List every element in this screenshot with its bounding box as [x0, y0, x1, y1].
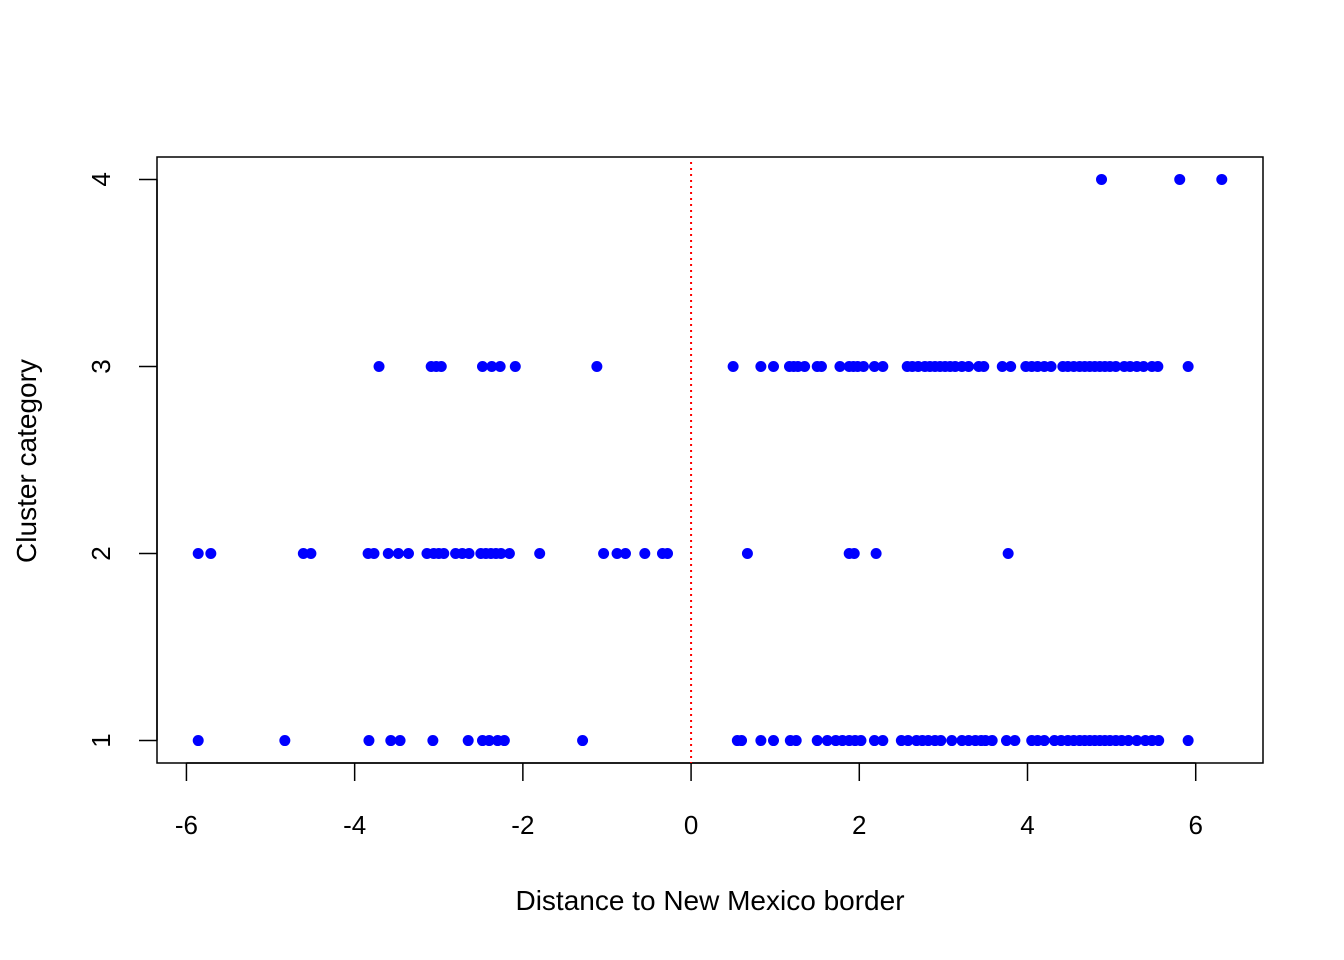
x-tick-label: 6	[1188, 810, 1202, 840]
data-point	[427, 735, 439, 747]
y-tick-label: 4	[86, 172, 116, 186]
data-point	[363, 735, 375, 747]
data-point	[1002, 548, 1014, 560]
data-point	[946, 735, 958, 747]
data-point	[476, 360, 488, 372]
data-point	[755, 360, 767, 372]
x-tick-label: -6	[175, 810, 198, 840]
data-point	[1000, 735, 1012, 747]
x-tick-label: -2	[511, 810, 534, 840]
data-point	[503, 548, 515, 560]
data-point	[534, 548, 546, 560]
data-point	[868, 735, 880, 747]
data-point	[1138, 360, 1150, 372]
data-point	[935, 735, 947, 747]
data-point	[1131, 735, 1143, 747]
data-point	[494, 360, 506, 372]
data-point	[978, 360, 990, 372]
data-point	[619, 548, 631, 560]
data-point	[598, 548, 610, 560]
data-point	[373, 360, 385, 372]
data-point	[736, 735, 748, 747]
data-point	[1005, 360, 1017, 372]
data-point	[435, 360, 447, 372]
data-point	[611, 548, 623, 560]
data-point	[834, 360, 846, 372]
data-point	[368, 548, 380, 560]
x-tick-label: 4	[1020, 810, 1034, 840]
data-point	[857, 360, 869, 372]
data-point	[811, 735, 823, 747]
data-point	[463, 548, 475, 560]
x-tick-label: 2	[852, 810, 866, 840]
x-tick-label: 0	[684, 810, 698, 840]
x-axis: -6 -4 -2 0 2 4 6	[175, 762, 1203, 840]
data-point	[392, 548, 404, 560]
data-point	[1182, 735, 1194, 747]
data-point	[192, 735, 204, 747]
y-axis-label: Cluster category	[11, 359, 42, 563]
data-point	[855, 735, 867, 747]
data-point	[495, 548, 507, 560]
data-point	[986, 735, 998, 747]
data-point	[438, 548, 450, 560]
data-point	[205, 548, 217, 560]
data-point	[821, 735, 833, 747]
data-point	[1038, 735, 1050, 747]
data-point	[848, 548, 860, 560]
y-tick-label: 2	[86, 546, 116, 560]
data-point	[741, 548, 753, 560]
data-point	[279, 735, 291, 747]
data-point	[996, 360, 1008, 372]
data-point	[509, 360, 521, 372]
data-point	[877, 735, 889, 747]
points-layer	[192, 173, 1228, 747]
y-tick-label: 1	[86, 733, 116, 747]
data-point	[382, 548, 394, 560]
data-point	[591, 360, 603, 372]
data-point	[1153, 735, 1165, 747]
data-point	[1110, 360, 1122, 372]
data-point	[192, 548, 204, 560]
y-tick-label: 3	[86, 359, 116, 373]
data-point	[1182, 360, 1194, 372]
plot-frame	[156, 156, 1264, 764]
data-point	[1152, 360, 1164, 372]
data-point	[385, 735, 397, 747]
y-axis: 1 2 3 4	[86, 172, 158, 748]
data-point	[755, 735, 767, 747]
data-point	[305, 548, 317, 560]
data-point	[877, 360, 889, 372]
data-point	[963, 360, 975, 372]
data-point	[790, 735, 802, 747]
data-point	[1009, 735, 1021, 747]
data-point	[662, 548, 674, 560]
data-point	[868, 360, 880, 372]
data-point	[768, 360, 780, 372]
x-axis-label: Distance to New Mexico border	[515, 885, 904, 916]
data-point	[394, 735, 406, 747]
data-point	[815, 360, 827, 372]
data-point	[1045, 360, 1057, 372]
data-point	[577, 735, 589, 747]
data-point	[1122, 735, 1134, 747]
data-point	[639, 548, 651, 560]
data-point	[768, 735, 780, 747]
data-point	[483, 735, 495, 747]
data-point	[1096, 173, 1108, 185]
data-point	[799, 360, 811, 372]
data-point	[902, 735, 914, 747]
data-point	[1216, 173, 1228, 185]
data-point	[498, 735, 510, 747]
data-point	[402, 548, 414, 560]
data-point	[486, 360, 498, 372]
data-point	[727, 360, 739, 372]
data-point	[870, 548, 882, 560]
x-tick-label: -4	[343, 810, 366, 840]
data-point	[462, 735, 474, 747]
data-point	[1174, 173, 1186, 185]
data-point	[297, 548, 309, 560]
